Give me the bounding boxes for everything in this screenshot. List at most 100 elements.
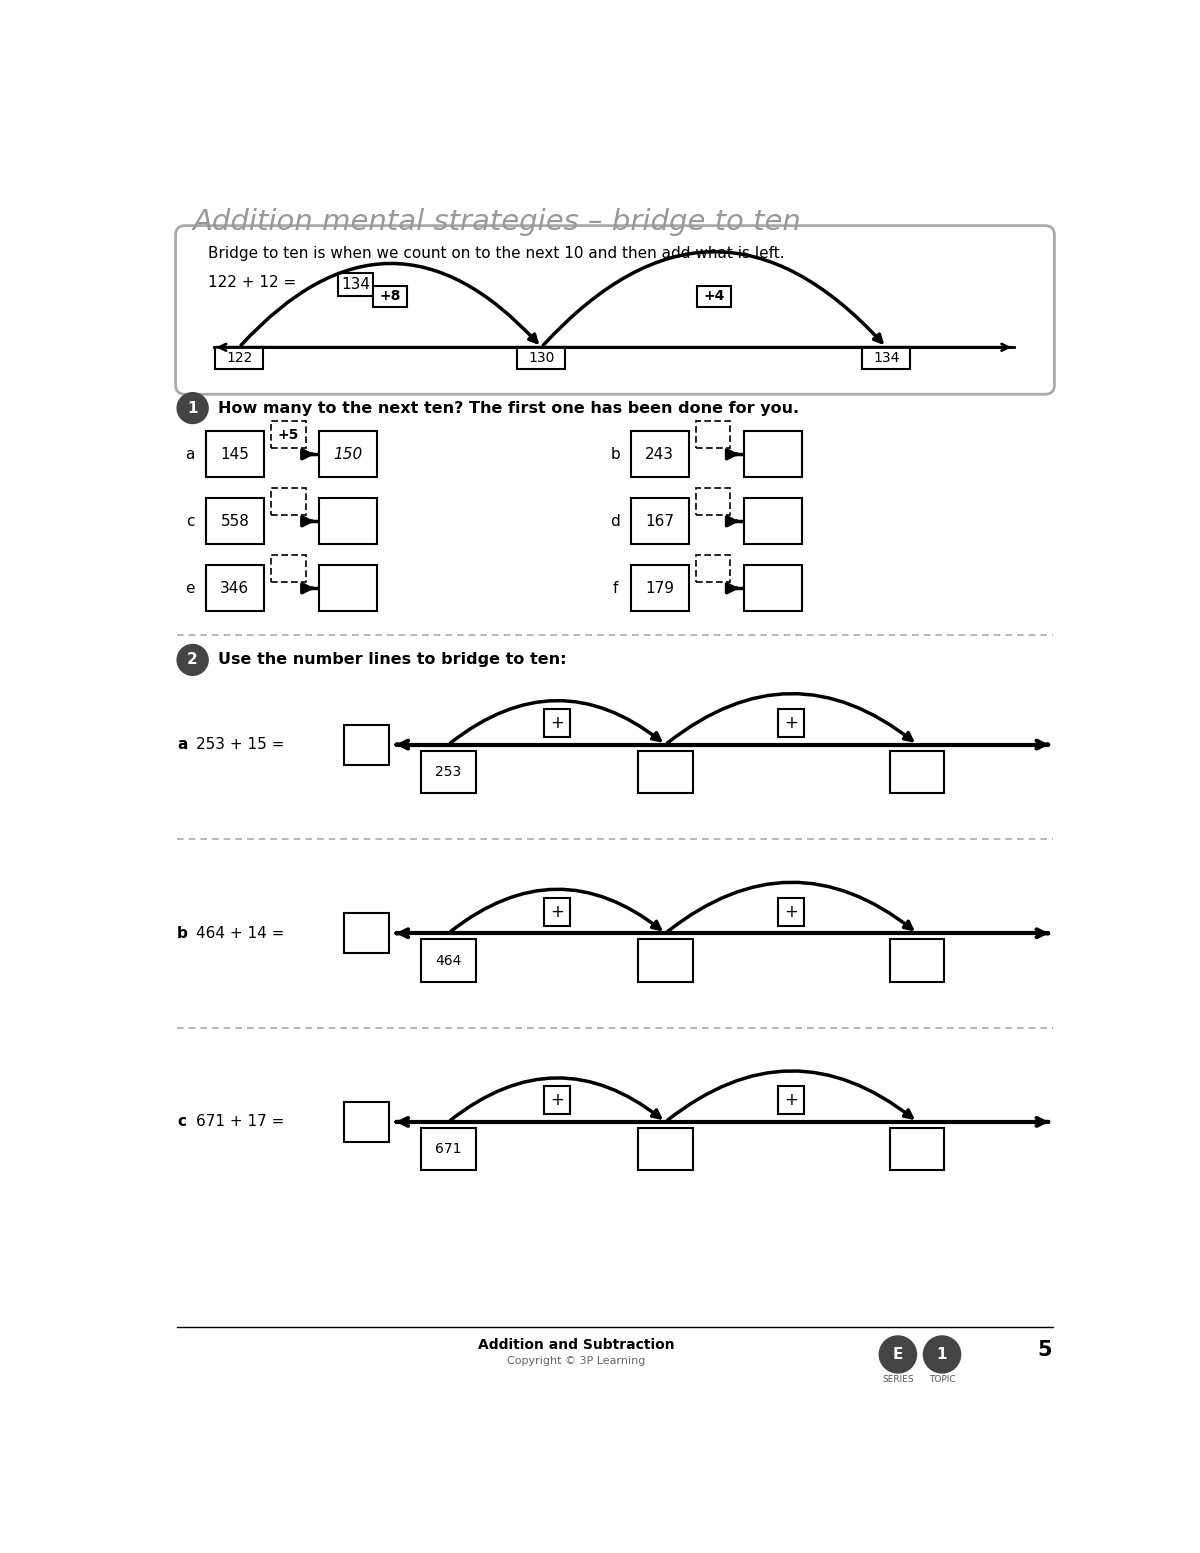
Text: 253 + 15 =: 253 + 15 = (197, 738, 284, 752)
Circle shape (924, 1336, 961, 1373)
Text: +: + (785, 1092, 798, 1109)
Text: e: e (186, 581, 196, 596)
Text: 243: 243 (646, 447, 674, 461)
Text: a: a (178, 738, 187, 752)
FancyBboxPatch shape (215, 348, 263, 370)
FancyBboxPatch shape (697, 286, 731, 307)
FancyBboxPatch shape (175, 225, 1055, 394)
Text: b: b (610, 447, 620, 461)
Circle shape (178, 644, 208, 676)
Text: +5: +5 (277, 427, 299, 441)
FancyBboxPatch shape (744, 565, 802, 612)
FancyBboxPatch shape (343, 1103, 389, 1141)
FancyBboxPatch shape (778, 898, 804, 926)
FancyBboxPatch shape (778, 710, 804, 738)
FancyBboxPatch shape (343, 913, 389, 954)
Text: 464 + 14 =: 464 + 14 = (197, 926, 284, 941)
Text: 671: 671 (436, 1143, 462, 1157)
FancyBboxPatch shape (206, 432, 264, 477)
Text: +: + (785, 714, 798, 731)
Text: Bridge to ten is when we count on to the next 10 and then add what is left.: Bridge to ten is when we count on to the… (208, 247, 785, 261)
FancyArrowPatch shape (667, 1072, 912, 1120)
FancyBboxPatch shape (319, 565, 377, 612)
FancyBboxPatch shape (544, 710, 570, 738)
FancyBboxPatch shape (206, 499, 264, 545)
FancyBboxPatch shape (630, 565, 689, 612)
FancyBboxPatch shape (421, 750, 475, 794)
Text: 558: 558 (221, 514, 250, 530)
Text: +: + (550, 902, 564, 921)
Text: +: + (550, 714, 564, 731)
FancyBboxPatch shape (319, 499, 377, 545)
Text: 122: 122 (226, 351, 252, 365)
Circle shape (178, 393, 208, 424)
Text: SERIES: SERIES (882, 1376, 913, 1384)
FancyBboxPatch shape (544, 898, 570, 926)
Text: 253: 253 (436, 766, 462, 780)
Text: TOPIC: TOPIC (929, 1376, 955, 1384)
Text: 2: 2 (187, 652, 198, 668)
Text: 464: 464 (436, 954, 462, 968)
Text: c: c (178, 1115, 186, 1129)
FancyBboxPatch shape (630, 499, 689, 545)
FancyArrowPatch shape (450, 1078, 660, 1120)
FancyBboxPatch shape (206, 565, 264, 612)
Text: +: + (550, 1092, 564, 1109)
Text: f: f (612, 581, 618, 596)
FancyBboxPatch shape (421, 940, 475, 981)
Circle shape (880, 1336, 917, 1373)
FancyBboxPatch shape (778, 1087, 804, 1114)
Text: +: + (785, 902, 798, 921)
Text: +4: +4 (703, 289, 725, 303)
FancyBboxPatch shape (638, 750, 692, 794)
Text: +8: +8 (379, 289, 401, 303)
FancyBboxPatch shape (890, 940, 944, 981)
FancyBboxPatch shape (421, 1127, 475, 1171)
FancyBboxPatch shape (343, 725, 389, 764)
FancyBboxPatch shape (271, 421, 306, 449)
FancyArrowPatch shape (241, 264, 536, 345)
Text: 179: 179 (646, 581, 674, 596)
Text: How many to the next ten? The first one has been done for you.: How many to the next ten? The first one … (218, 401, 799, 416)
FancyBboxPatch shape (630, 432, 689, 477)
FancyBboxPatch shape (337, 273, 373, 297)
FancyBboxPatch shape (890, 1127, 944, 1171)
FancyBboxPatch shape (744, 432, 802, 477)
Text: 671 + 17 =: 671 + 17 = (197, 1115, 284, 1129)
Text: 134: 134 (341, 278, 370, 292)
Text: b: b (178, 926, 188, 941)
FancyBboxPatch shape (319, 432, 377, 477)
Text: 145: 145 (221, 447, 250, 461)
Text: Addition mental strategies – bridge to ten: Addition mental strategies – bridge to t… (193, 208, 802, 236)
Text: a: a (186, 447, 194, 461)
FancyBboxPatch shape (744, 499, 802, 545)
FancyArrowPatch shape (667, 882, 912, 932)
Text: c: c (186, 514, 194, 530)
Text: 150: 150 (334, 447, 362, 461)
Text: d: d (610, 514, 620, 530)
Text: Use the number lines to bridge to ten:: Use the number lines to bridge to ten: (218, 652, 566, 668)
Text: 134: 134 (874, 351, 900, 365)
FancyArrowPatch shape (667, 694, 912, 742)
FancyBboxPatch shape (638, 1127, 692, 1171)
FancyArrowPatch shape (450, 890, 660, 932)
Text: 1: 1 (937, 1346, 947, 1362)
FancyBboxPatch shape (271, 488, 306, 516)
FancyBboxPatch shape (517, 348, 565, 370)
FancyBboxPatch shape (373, 286, 407, 307)
Text: 130: 130 (528, 351, 554, 365)
FancyBboxPatch shape (890, 750, 944, 794)
FancyBboxPatch shape (696, 421, 731, 449)
Text: Addition and Subtraction: Addition and Subtraction (478, 1337, 674, 1351)
Text: 5: 5 (1038, 1340, 1052, 1360)
FancyArrowPatch shape (450, 700, 660, 742)
FancyBboxPatch shape (638, 940, 692, 981)
FancyBboxPatch shape (696, 554, 731, 582)
FancyArrowPatch shape (544, 252, 882, 345)
Text: 122 + 12 =: 122 + 12 = (208, 275, 301, 290)
Text: 167: 167 (646, 514, 674, 530)
Text: 1: 1 (187, 401, 198, 416)
Text: Copyright © 3P Learning: Copyright © 3P Learning (508, 1356, 646, 1367)
FancyBboxPatch shape (544, 1087, 570, 1114)
FancyBboxPatch shape (271, 554, 306, 582)
